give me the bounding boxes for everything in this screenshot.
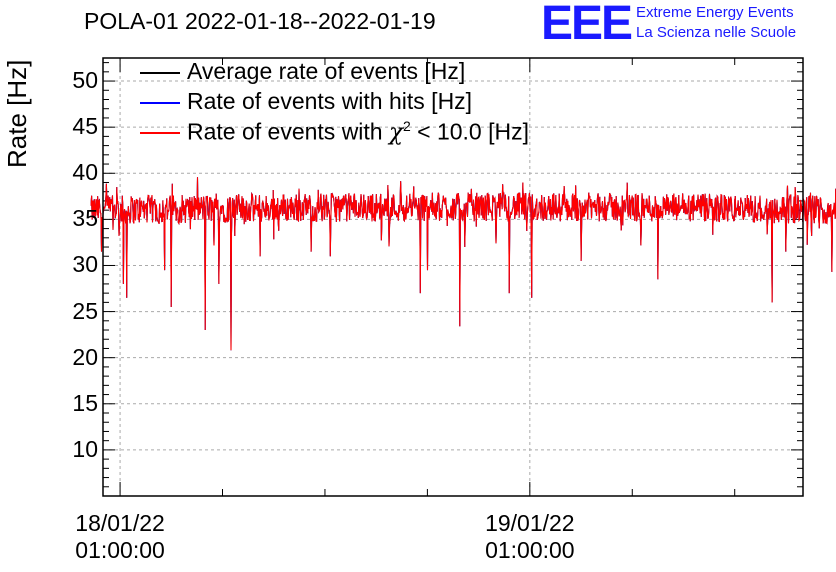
x-tick-label: 19/01/22 01:00:00 <box>460 510 600 564</box>
y-tick-label: 35 <box>72 205 98 232</box>
legend-swatch-average <box>140 72 180 74</box>
plot-frame <box>102 57 804 497</box>
legend-chi-sup: 2 <box>402 118 411 134</box>
legend-swatch-chi2 <box>140 132 180 134</box>
y-tick-label: 45 <box>72 113 98 140</box>
logo-line-2: La Scienza nelle Scuole <box>636 24 797 41</box>
legend-chi-symbol: χ <box>389 119 403 146</box>
legend-label-hits: Rate of events with hits [Hz] <box>187 88 473 114</box>
y-axis-label: Rate [Hz] <box>2 59 32 168</box>
x-tick-time: 01:00:00 <box>485 537 575 563</box>
x-tick-date: 19/01/22 <box>485 510 575 536</box>
y-tick-label: 40 <box>72 159 98 186</box>
chart-title: POLA-01 2022-01-18--2022-01-19 <box>84 8 436 34</box>
legend-swatch-hits <box>140 102 180 104</box>
y-tick-label: 50 <box>72 67 98 94</box>
x-tick-date: 18/01/22 <box>75 510 165 536</box>
legend-chi-suffix: < 10.0 [Hz] <box>410 118 529 145</box>
y-tick-label: 15 <box>72 389 98 416</box>
logo-line-1: Extreme Energy Events <box>636 4 794 21</box>
y-tick-label: 30 <box>72 251 98 278</box>
legend-label-chi2: Rate of events with χ2 < 10.0 [Hz] <box>187 118 529 146</box>
legend-label-average: Average rate of events [Hz] <box>187 58 466 84</box>
x-tick-label: 18/01/22 01:00:00 <box>50 510 190 564</box>
series-chi2-line <box>90 177 836 351</box>
legend-chi-prefix: Rate of events with <box>187 118 389 145</box>
y-tick-label: 20 <box>72 343 98 370</box>
y-tick-label: 25 <box>72 297 98 324</box>
y-tick-label: 10 <box>72 435 98 462</box>
x-tick-time: 01:00:00 <box>75 537 165 563</box>
eee-logo: EEE <box>541 0 633 50</box>
